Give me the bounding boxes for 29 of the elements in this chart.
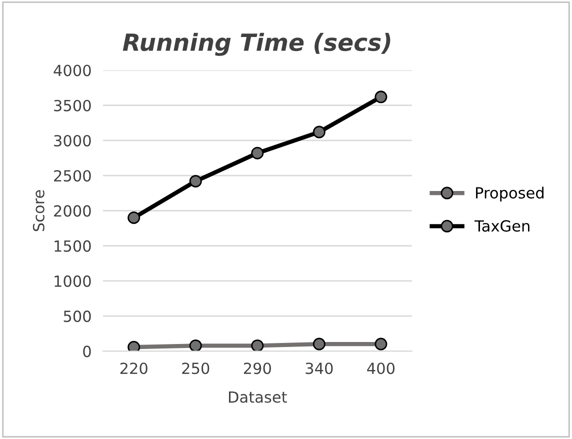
x-tick-label: 400 [367,362,395,374]
y-tick-label: 1500 [54,240,91,252]
x-tick-label: 340 [306,362,333,374]
point [312,126,326,138]
point [189,174,202,188]
y-tick-label: 2000 [54,205,91,217]
legend-label: Proposed [476,186,544,202]
x-tick-label: 220 [120,362,148,374]
y-tick-label: 1000 [54,275,91,287]
y-tick-label: 3000 [54,134,91,146]
point [251,146,264,160]
y-tick-label: 3500 [54,100,91,112]
point [128,340,140,352]
point [128,211,140,224]
x-tick-label: 290 [244,362,271,374]
y-tick-label: 0 [83,346,91,358]
x-axis-title: Dataset [228,391,287,403]
point [312,338,326,350]
y-tick-label: 4000 [54,64,91,76]
y-axis-title: Score [32,190,44,232]
point [189,339,202,352]
point [374,90,388,104]
point [251,339,264,352]
y-tick-label: 2500 [54,170,91,182]
chart-title: Running Time (secs) [122,32,390,56]
y-tick-label: 500 [64,310,91,322]
x-tick-label: 250 [182,362,210,374]
point [374,338,388,350]
legend-label: TaxGen [474,220,530,232]
